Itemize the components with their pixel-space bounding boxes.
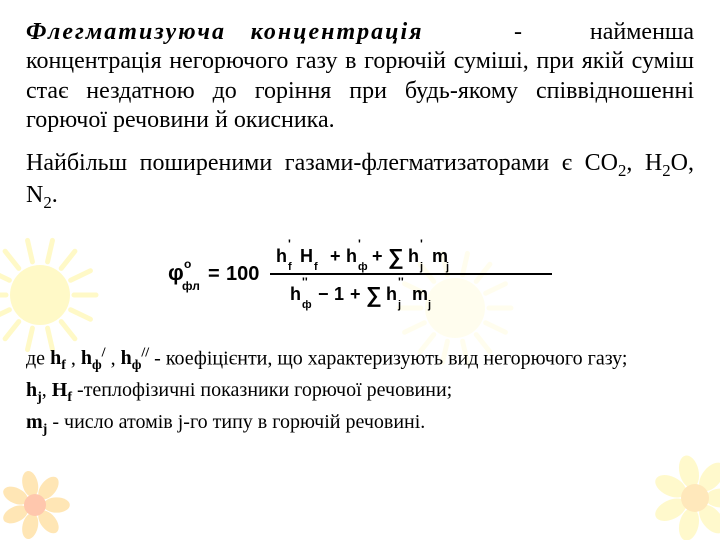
- svg-text:h: h: [290, 284, 301, 304]
- svg-text:': ': [358, 237, 361, 251]
- svg-text:h: h: [408, 246, 419, 266]
- dash-char: -: [514, 19, 522, 45]
- svg-text:H: H: [300, 246, 313, 266]
- gases-lead: Найбільш поширеними газами-флегматизатор…: [26, 150, 585, 176]
- legend2-tail: -теплофізичні показники горючої речовини…: [72, 379, 452, 401]
- svg-text:'': '': [302, 275, 308, 289]
- svg-text:ф: ф: [358, 261, 368, 273]
- legend-line-2: hj, Hf -теплофізичні показники горючої р…: [26, 378, 694, 406]
- svg-text:−: −: [318, 284, 329, 304]
- svg-text:∑: ∑: [366, 282, 382, 307]
- svg-text:'': '': [398, 275, 404, 289]
- legend-line-1: де hf , hф/ , hф// - коефіцієнти, що хар…: [26, 345, 694, 375]
- gases-paragraph: Найбільш поширеними газами-флегматизатор…: [26, 149, 694, 214]
- svg-text:100: 100: [226, 263, 259, 285]
- svg-text:': ': [420, 237, 423, 251]
- svg-text:+: +: [330, 246, 341, 266]
- svg-text:=: =: [208, 263, 220, 285]
- slide-content: Флегматизуюча концентрація - найменша ко…: [0, 0, 720, 453]
- svg-text:': ': [288, 237, 291, 251]
- legend1-lead: де: [26, 347, 50, 369]
- svg-text:m: m: [412, 284, 428, 304]
- svg-text:f: f: [314, 261, 318, 273]
- svg-text:h: h: [276, 246, 287, 266]
- svg-text:о: о: [184, 257, 191, 271]
- legend1-symbols: hf , hф/ , hф//: [50, 347, 149, 369]
- legend3-symbol: mj: [26, 411, 47, 433]
- svg-text:фл: фл: [182, 279, 200, 293]
- svg-text:j: j: [427, 299, 431, 311]
- legend3-tail: - число атомів j-го типу в горючій речов…: [47, 411, 425, 433]
- formula-block: φофл=100h'fHf+h'ф+∑h'jmjh''ф−1+∑h''jmj: [26, 228, 694, 323]
- definition-paragraph: Флегматизуюча концентрація - найменша ко…: [26, 18, 694, 135]
- svg-text:h: h: [346, 246, 357, 266]
- legend1-tail: - коефіцієнти, що характеризують вид нег…: [149, 347, 627, 369]
- legend2-symbols: hj, Hf: [26, 379, 72, 401]
- svg-text:h: h: [386, 284, 397, 304]
- term: Флегматизуюча концентрація: [26, 19, 424, 45]
- svg-text:j: j: [419, 261, 423, 273]
- legend-line-3: mj - число атомів j-го типу в горючій ре…: [26, 410, 694, 438]
- svg-text:+: +: [350, 284, 361, 304]
- svg-text:j: j: [397, 299, 401, 311]
- svg-text:1: 1: [334, 284, 344, 304]
- svg-text:∑: ∑: [388, 244, 404, 269]
- svg-text:f: f: [288, 261, 292, 273]
- gases-end: .: [52, 182, 58, 208]
- dash: [446, 19, 514, 45]
- svg-text:j: j: [445, 261, 449, 273]
- svg-text:+: +: [372, 246, 383, 266]
- formula-svg: φофл=100h'fHf+h'ф+∑h'jmjh''ф−1+∑h''jmj: [160, 228, 560, 318]
- svg-text:ф: ф: [302, 299, 312, 311]
